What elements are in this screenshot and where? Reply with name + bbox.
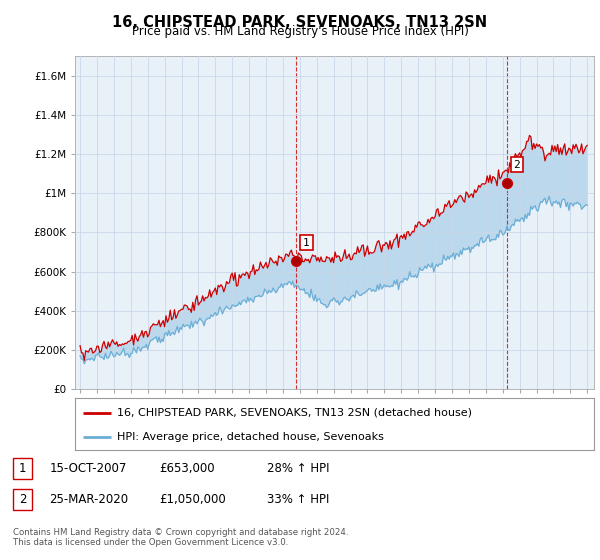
- Text: HPI: Average price, detached house, Sevenoaks: HPI: Average price, detached house, Seve…: [116, 432, 383, 442]
- Text: 16, CHIPSTEAD PARK, SEVENOAKS, TN13 2SN: 16, CHIPSTEAD PARK, SEVENOAKS, TN13 2SN: [112, 15, 488, 30]
- Text: 1: 1: [303, 237, 310, 248]
- Text: Price paid vs. HM Land Registry's House Price Index (HPI): Price paid vs. HM Land Registry's House …: [131, 25, 469, 38]
- Text: £1,050,000: £1,050,000: [159, 493, 226, 506]
- Text: £653,000: £653,000: [159, 462, 215, 475]
- Text: 2: 2: [19, 493, 26, 506]
- Text: 25-MAR-2020: 25-MAR-2020: [49, 493, 128, 506]
- Text: 1: 1: [19, 462, 26, 475]
- Text: 15-OCT-2007: 15-OCT-2007: [49, 462, 127, 475]
- Text: 28% ↑ HPI: 28% ↑ HPI: [267, 462, 329, 475]
- Text: 16, CHIPSTEAD PARK, SEVENOAKS, TN13 2SN (detached house): 16, CHIPSTEAD PARK, SEVENOAKS, TN13 2SN …: [116, 408, 472, 418]
- Text: 33% ↑ HPI: 33% ↑ HPI: [267, 493, 329, 506]
- Text: Contains HM Land Registry data © Crown copyright and database right 2024.
This d: Contains HM Land Registry data © Crown c…: [13, 528, 349, 547]
- Text: 2: 2: [514, 160, 520, 170]
